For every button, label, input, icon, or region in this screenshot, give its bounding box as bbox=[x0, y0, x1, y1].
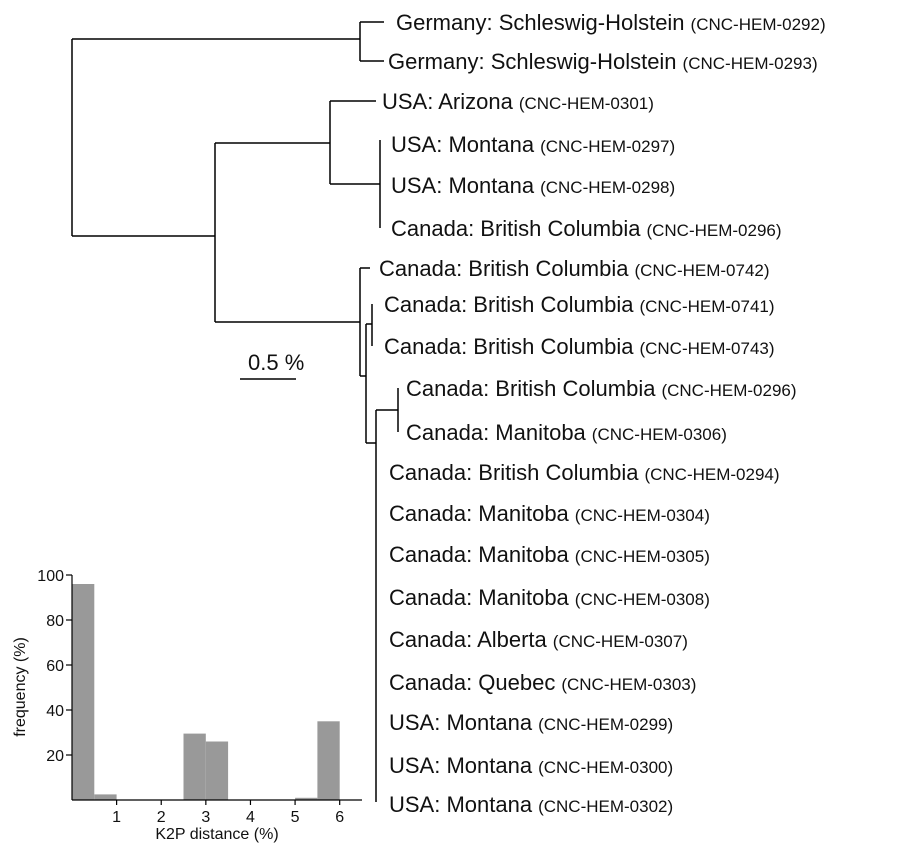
leaf-label: Canada: British Columbia (CNC-HEM-0296) bbox=[406, 376, 797, 401]
leaf-label: Canada: British Columbia (CNC-HEM-0296) bbox=[391, 216, 782, 241]
leaf-label: Canada: Manitoba (CNC-HEM-0304) bbox=[389, 501, 710, 526]
y-tick-label: 60 bbox=[46, 658, 64, 675]
x-tick-label: 6 bbox=[335, 809, 344, 826]
histogram-bar bbox=[317, 721, 340, 801]
x-tick-label: 3 bbox=[201, 809, 210, 826]
leaf-label: Canada: British Columbia (CNC-HEM-0743) bbox=[384, 334, 775, 359]
y-tick-label: 80 bbox=[46, 613, 64, 630]
leaf-label: USA: Montana (CNC-HEM-0298) bbox=[391, 173, 675, 198]
histogram-bar bbox=[295, 797, 318, 801]
leaf-label: USA: Montana (CNC-HEM-0297) bbox=[391, 132, 675, 157]
distance-histogram: 20 40 60 80 100 1 2 3 4 5 6 K2P distance (%) freq… bbox=[12, 568, 362, 843]
histogram-bar bbox=[205, 741, 229, 800]
y-axis-title: frequency (%) bbox=[12, 637, 29, 737]
leaf-label: Germany: Schleswig-Holstein (CNC-HEM-0292… bbox=[396, 10, 826, 35]
x-tick-label: 2 bbox=[157, 809, 166, 826]
leaf-label: Canada: British Columbia (CNC-HEM-0742) bbox=[379, 256, 770, 281]
leaf-label: Germany: Schleswig-Holstein (CNC-HEM-0293… bbox=[388, 49, 818, 74]
x-tick-label: 5 bbox=[291, 809, 300, 826]
scale-bar: 0.5 % bbox=[240, 350, 304, 380]
y-tick-label: 40 bbox=[46, 703, 64, 720]
histogram-bar bbox=[94, 794, 117, 800]
histogram-bar bbox=[72, 584, 95, 800]
leaf-label: USA: Montana (CNC-HEM-0300) bbox=[389, 753, 673, 778]
y-tick-label: 100 bbox=[37, 568, 64, 585]
leaf-label: Canada: British Columbia (CNC-HEM-0294) bbox=[389, 460, 780, 485]
leaf-label: Canada: Manitoba (CNC-HEM-0308) bbox=[389, 585, 710, 610]
x-tick-label: 4 bbox=[246, 809, 255, 826]
leaf-label: USA: Montana (CNC-HEM-0302) bbox=[389, 792, 673, 817]
x-tick-label: 1 bbox=[112, 809, 121, 826]
leaf-label: Canada: British Columbia (CNC-HEM-0741) bbox=[384, 292, 775, 317]
leaf-label: Canada: Manitoba (CNC-HEM-0306) bbox=[406, 420, 727, 445]
phylogenetic-tree bbox=[71, 21, 399, 802]
y-tick-label: 20 bbox=[46, 748, 64, 765]
histogram-bars bbox=[72, 584, 340, 801]
x-axis-title: K2P distance (%) bbox=[155, 826, 278, 843]
leaf-label: Canada: Manitoba (CNC-HEM-0305) bbox=[389, 542, 710, 567]
leaf-label: USA: Arizona (CNC-HEM-0301) bbox=[382, 89, 654, 114]
leaf-label: USA: Montana (CNC-HEM-0299) bbox=[389, 710, 673, 735]
leaf-label: Canada: Alberta (CNC-HEM-0307) bbox=[389, 627, 688, 652]
y-axis-ticks: 20 40 60 80 100 bbox=[37, 568, 72, 765]
leaf-label: Canada: Quebec (CNC-HEM-0303) bbox=[389, 670, 696, 695]
scale-bar-label: 0.5 % bbox=[248, 350, 304, 375]
histogram-bar bbox=[183, 733, 206, 800]
tree-leaf-labels: Germany: Schleswig-Holstein (CNC-HEM-0292… bbox=[379, 10, 826, 817]
x-axis-ticks: 1 2 3 4 5 6 bbox=[112, 800, 344, 826]
